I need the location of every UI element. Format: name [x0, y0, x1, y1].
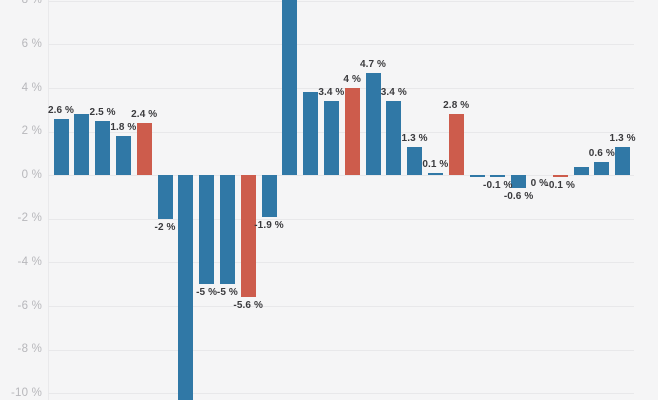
- bar-value-label: -1.9 %: [254, 219, 284, 231]
- bar-value-label: 1.8 %: [110, 122, 137, 133]
- bar: [261, 175, 277, 217]
- bar-value-label: 3.4 %: [380, 87, 407, 99]
- bar-value-label: -0.1 %: [483, 180, 513, 192]
- bar: [469, 175, 485, 178]
- gridline: [48, 44, 634, 46]
- gridline: [48, 393, 634, 395]
- y-axis-tick-label: -10 %: [10, 386, 42, 399]
- gridline: [48, 306, 634, 307]
- bar-value-label: 4 %: [343, 74, 361, 85]
- bar: [573, 166, 589, 176]
- gridline: [48, 131, 634, 133]
- bar: [178, 175, 194, 400]
- bar-value-label: -5 %: [196, 287, 218, 299]
- bar: [136, 122, 152, 176]
- y-axis-tick-label: -2 %: [17, 212, 42, 225]
- y-axis-tick-label: 4 %: [21, 81, 42, 94]
- bar: [240, 175, 256, 298]
- y-axis-tick-label: 0 %: [21, 168, 42, 181]
- gridline: [48, 262, 634, 264]
- bar: [427, 173, 443, 176]
- bar-value-label: -0.1 %: [545, 180, 575, 192]
- bar-value-label: 1.3 %: [401, 132, 428, 144]
- bar-value-label: -5.6 %: [233, 300, 263, 312]
- bar-value-label: 3.4 %: [318, 87, 345, 99]
- gridline: [48, 88, 634, 89]
- bar: [344, 88, 360, 176]
- bar-value-label: -5 %: [216, 287, 238, 299]
- bar-value-label: 2.6 %: [47, 104, 75, 116]
- bar: [386, 101, 402, 176]
- y-axis-tick-label: 2 %: [21, 125, 42, 138]
- bar: [511, 175, 527, 189]
- gridline: [48, 218, 634, 220]
- y-axis-line: [48, 0, 49, 400]
- bar: [53, 118, 69, 176]
- bar: [490, 175, 506, 178]
- bar: [615, 146, 631, 176]
- bar: [594, 162, 610, 176]
- bar: [157, 175, 173, 219]
- bar: [282, 0, 298, 176]
- bar: [448, 114, 464, 176]
- bar-value-label: 0.6 %: [588, 148, 615, 160]
- bar: [199, 175, 215, 285]
- bar-value-label: 2.8 %: [443, 100, 470, 112]
- gridline: [48, 175, 634, 177]
- y-axis-tick-label: 6 %: [21, 37, 42, 50]
- bar: [95, 120, 111, 176]
- y-axis-tick-label: -6 %: [17, 299, 42, 312]
- bar: [74, 114, 90, 176]
- y-axis-tick-label: 8 %: [21, 0, 42, 7]
- gridline: [48, 349, 634, 351]
- bar: [365, 72, 381, 176]
- y-axis-tick-label: -8 %: [17, 343, 42, 356]
- bar-value-label: 2.4 %: [131, 108, 158, 120]
- bar: [219, 175, 235, 285]
- bar: [407, 146, 423, 176]
- y-axis-tick-label: -4 %: [17, 255, 42, 268]
- gridline: [48, 0, 634, 2]
- bar-value-label: 0.1 %: [422, 159, 449, 170]
- bar-value-label: 4.7 %: [359, 58, 387, 70]
- bar-value-label: -2 %: [154, 221, 176, 233]
- bar-value-label: 2.5 %: [89, 106, 116, 118]
- bar-value-label: 0 %: [530, 178, 549, 190]
- bar-value-label: -0.6 %: [503, 191, 534, 203]
- bar: [323, 101, 339, 176]
- bar-value-label: 1.3 %: [609, 132, 636, 144]
- bar: [552, 175, 568, 178]
- bar: [115, 136, 131, 176]
- bar: [303, 92, 319, 176]
